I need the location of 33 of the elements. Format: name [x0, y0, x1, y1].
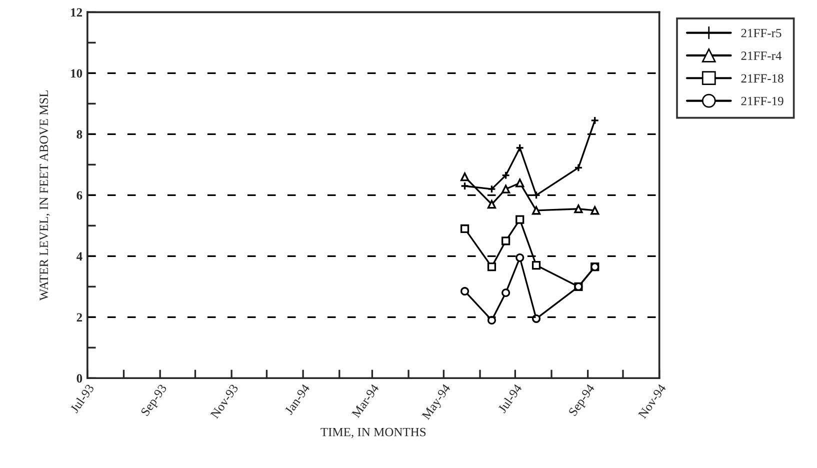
legend-label: 21FF-19: [741, 96, 784, 106]
y-tick-label: 6: [76, 191, 82, 200]
point: [590, 206, 600, 215]
point: [532, 260, 541, 270]
point: [460, 286, 470, 296]
point: [516, 178, 524, 188]
point: [532, 206, 541, 215]
x-axis-title: TIME, IN MONTHS: [320, 428, 426, 438]
point: [460, 172, 470, 182]
y-tick-label: 2: [76, 313, 82, 322]
point: [516, 144, 524, 152]
point: [574, 163, 583, 172]
point: [487, 200, 496, 209]
point: [501, 288, 510, 298]
legend-label: 21FF-18: [741, 74, 784, 83]
y-tick-label: 8: [76, 130, 82, 139]
y-tick-label: 4: [76, 252, 82, 260]
point: [460, 224, 470, 234]
point: [532, 314, 541, 323]
point: [501, 236, 510, 246]
point: [487, 262, 496, 272]
point: [487, 184, 496, 194]
y-tick-label: 0: [76, 374, 82, 383]
point: [516, 215, 524, 224]
point: [501, 184, 510, 194]
y-tick-label: 12: [71, 8, 82, 17]
legend-label: 21FF-r5: [741, 28, 782, 38]
point: [574, 204, 583, 214]
legend-label: 21FF-r4: [741, 52, 782, 60]
point: [516, 253, 524, 262]
point: [501, 171, 510, 180]
y-tick-label: 10: [71, 69, 82, 78]
y-axis-title: WATER LEVEL, IN FEET ABOVE MSL: [40, 90, 50, 301]
